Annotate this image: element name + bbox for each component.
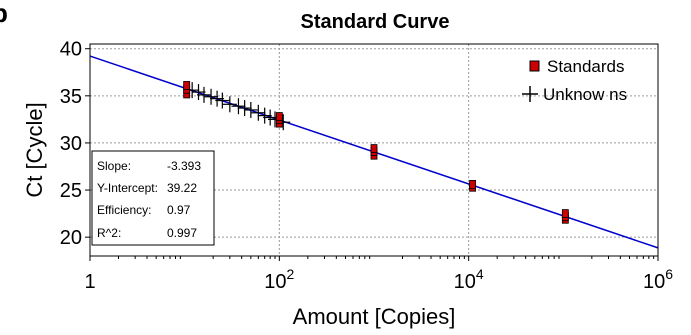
y-axis-label: Ct [Cycle]: [22, 102, 47, 197]
plot-frame: [89, 43, 659, 257]
unknown-point-3: [204, 88, 219, 105]
y-tick-label-2: 30: [60, 133, 82, 155]
chart-title: Standard Curve: [301, 11, 450, 33]
unknown-point-5: [215, 92, 230, 109]
stats-box-frame: [91, 150, 215, 246]
standard-point-5: [275, 112, 283, 121]
legend: Standards Unknow ns: [522, 57, 627, 104]
unknown-point-6: [222, 96, 237, 113]
stats-efficiency-value: 0.97: [167, 203, 191, 217]
unknown-point-8: [237, 100, 252, 117]
standard-point-13: [561, 209, 569, 219]
legend-unknowns-marker: [522, 86, 538, 102]
standard-point-8: [370, 144, 378, 153]
stats-slope-value: -3.393: [167, 159, 201, 173]
x-tick-label-1: 102: [264, 266, 294, 293]
stats-slope-label: Slope:: [97, 159, 131, 173]
axes: 20 25 30 35 40 1 102 104 106: [60, 39, 673, 293]
stats-intercept-value: 39.22: [167, 181, 197, 195]
legend-standards-marker: [529, 60, 540, 72]
unknown-point-9: [243, 101, 258, 118]
data-marks: [183, 81, 569, 224]
unknown-point-10: [251, 104, 266, 121]
unknown-point-1: [191, 84, 206, 101]
x-tick-label-3: 106: [643, 266, 673, 293]
unknown-point-11: [257, 107, 272, 124]
y-tick-label-4: 40: [60, 39, 82, 61]
y-tick-label-0: 20: [60, 227, 82, 249]
stats-box: Slope: -3.393 Y-Intercept: 39.22 Efficie…: [91, 150, 215, 246]
stats-r2-label: R^2:: [97, 226, 121, 240]
x-tick-label-0: 1: [84, 271, 95, 293]
standard-point-2: [183, 81, 191, 90]
stats-r2-value: 0.997: [167, 226, 197, 240]
unknown-point-2: [196, 86, 211, 103]
x-axis-label: Amount [Copies]: [293, 304, 456, 329]
legend-standards-label: Standards: [547, 57, 625, 76]
panel-letter: b: [0, 0, 8, 28]
unknown-point-7: [231, 98, 246, 115]
y-tick-label-3: 35: [60, 86, 82, 108]
stats-efficiency-label: Efficiency:: [97, 203, 151, 217]
stats-intercept-label: Y-Intercept:: [97, 181, 158, 195]
x-tick-label-2: 104: [454, 266, 484, 293]
legend-unknowns-label: Unknow ns: [543, 85, 627, 104]
standard-point-10: [469, 179, 476, 189]
y-tick-label-1: 25: [60, 180, 82, 202]
